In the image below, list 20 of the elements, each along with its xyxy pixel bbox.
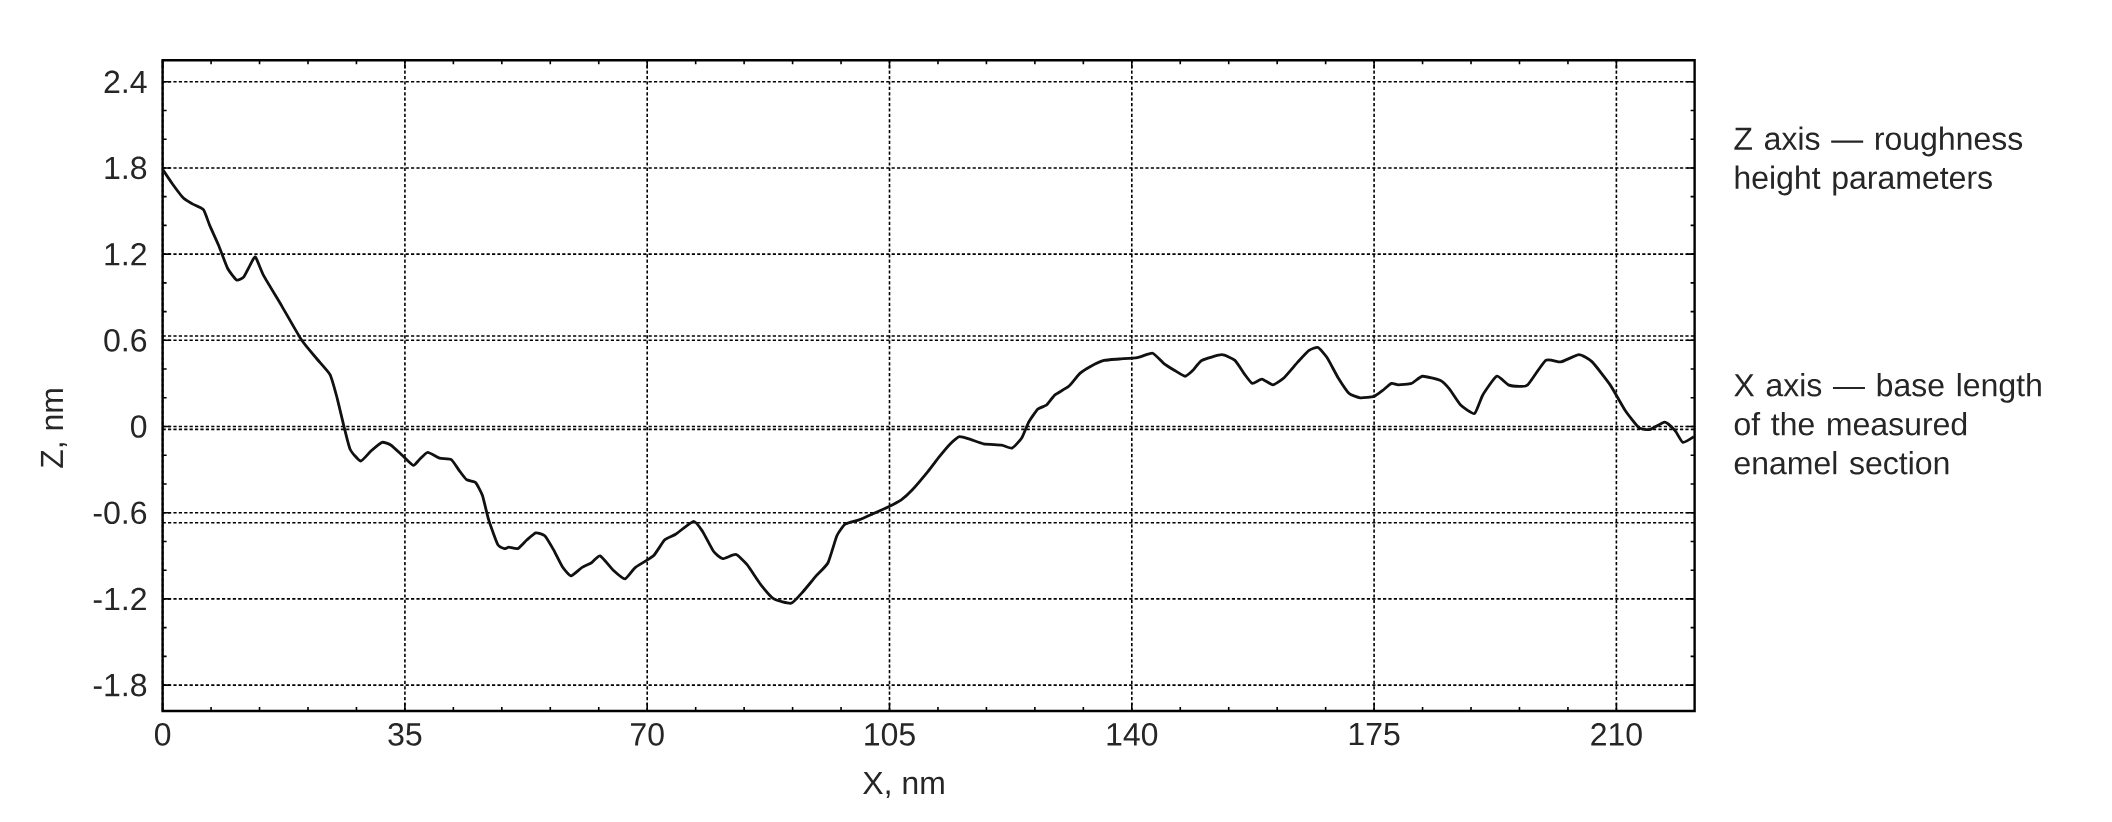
- x-axis-title: X, nm: [863, 771, 944, 799]
- x-tick-label: 105: [865, 723, 915, 746]
- x-tick-label: 0: [154, 723, 171, 746]
- y-tick-label: 0: [131, 415, 147, 438]
- y-tick-label: 1.2: [105, 242, 146, 266]
- y-tick-label: 1.8: [105, 156, 147, 180]
- x-tick-label: 140: [1107, 723, 1158, 746]
- text: X axis — base length of the measured enamel section: [1734, 372, 2041, 475]
- y-tick-label: 2.4: [104, 70, 147, 93]
- x-tick-label: 175: [1349, 723, 1400, 746]
- text: Z axis — roughness height parameters: [1734, 126, 2023, 196]
- x-tick-label: 70: [631, 723, 664, 746]
- line-series: [162, 167, 1695, 605]
- y-axis-title: Z, nm: [40, 389, 68, 468]
- y-tick-label: -1.8: [93, 673, 147, 697]
- x-tick-label: 35: [388, 723, 422, 746]
- x-tick-label: 210: [1591, 723, 1642, 746]
- y-tick-label: 0.6: [104, 329, 147, 352]
- y-tick-label: -0.6: [93, 501, 147, 525]
- y-tick-label: -1.2: [93, 587, 146, 611]
